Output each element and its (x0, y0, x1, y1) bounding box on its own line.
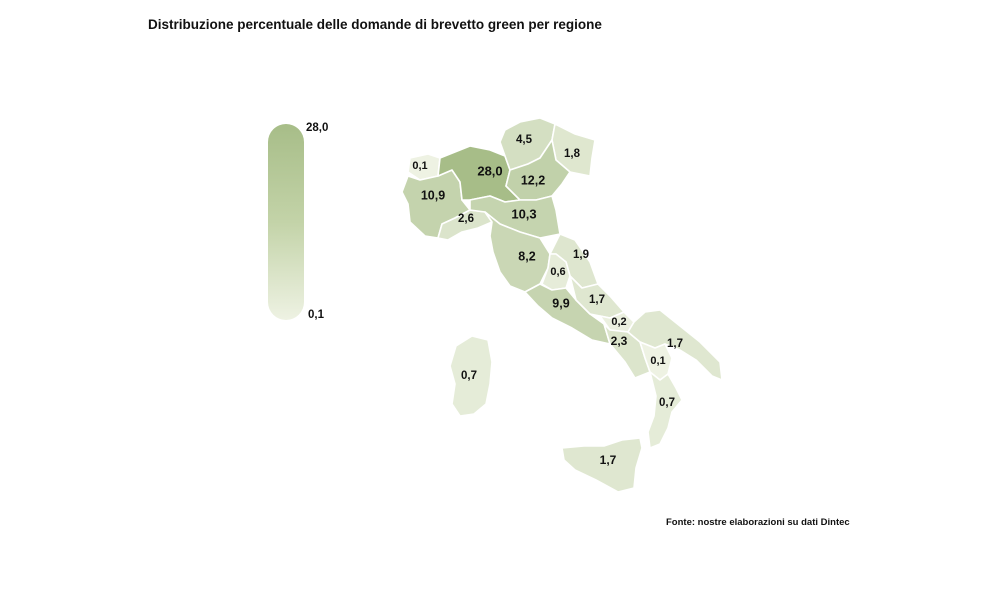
region-value-molise: 0,2 (611, 316, 626, 328)
region-value-campania: 2,3 (611, 334, 628, 348)
region-value-valle-daosta: 0,1 (412, 160, 427, 172)
region-value-emilia-romagna: 10,3 (511, 206, 536, 221)
region-value-basilicata: 0,1 (650, 355, 665, 367)
region-value-piemonte: 10,9 (421, 188, 445, 202)
color-scale-legend (268, 124, 304, 320)
source-note: Fonte: nostre elaborazioni su dati Dinte… (666, 517, 850, 528)
region-value-friuli-venezia-giulia: 1,8 (564, 148, 581, 160)
region-value-umbria: 0,6 (550, 266, 565, 278)
region-value-lazio: 9,9 (552, 296, 569, 310)
region-value-lombardia: 28,0 (477, 163, 502, 178)
region-sardegna[interactable] (449, 335, 493, 417)
chart-title: Distribuzione percentuale delle domande … (148, 17, 602, 32)
region-value-trentino-alto-adige: 4,5 (516, 134, 533, 146)
region-value-sardegna: 0,7 (461, 370, 477, 382)
region-value-sicilia: 1,7 (600, 453, 617, 467)
region-veneto[interactable] (505, 139, 571, 201)
region-value-puglia: 1,7 (667, 338, 683, 350)
legend-max-label: 28,0 (306, 122, 329, 134)
region-value-abruzzo: 1,7 (589, 294, 605, 306)
region-sicilia[interactable] (561, 437, 643, 493)
region-value-liguria: 2,6 (458, 213, 474, 225)
region-value-calabria: 0,7 (659, 397, 675, 409)
region-value-marche: 1,9 (573, 249, 589, 261)
region-calabria[interactable] (647, 371, 683, 449)
legend-min-label: 0,1 (308, 309, 324, 321)
region-value-toscana: 8,2 (518, 249, 535, 263)
region-value-veneto: 12,2 (521, 173, 545, 187)
